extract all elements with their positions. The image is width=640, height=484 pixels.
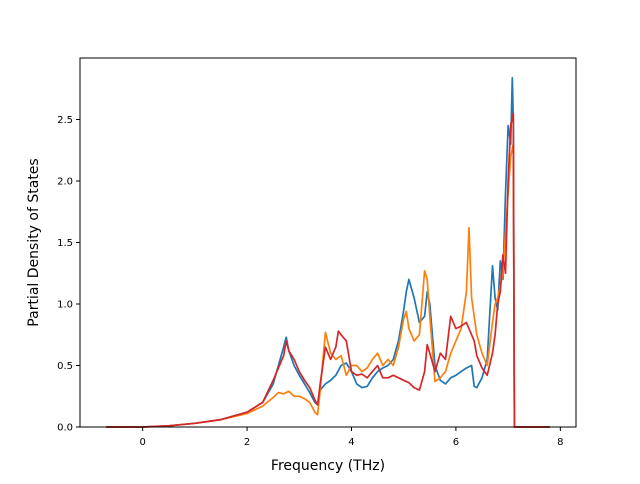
- y-tick-label: 2.5: [57, 115, 73, 126]
- x-tick-label: 0: [139, 437, 145, 448]
- y-axis-label: Partial Density of States: [26, 158, 42, 326]
- y-tick-label: 0.0: [57, 423, 73, 434]
- y-tick-label: 0.5: [57, 361, 73, 372]
- x-tick-label: 4: [348, 437, 354, 448]
- series-line-3: [106, 112, 550, 428]
- y-axis-ticks: 0.0 0.5 1.0 1.5 2.0 2.5: [57, 115, 80, 434]
- x-tick-label: 2: [244, 437, 250, 448]
- x-tick-label: 6: [453, 437, 459, 448]
- x-axis-ticks: 0 2 4 6 8: [139, 427, 564, 448]
- y-tick-label: 1.0: [57, 300, 73, 311]
- x-axis-label: Frequency (THz): [271, 458, 385, 474]
- plot-area-background: [80, 58, 576, 427]
- y-tick-label: 1.5: [57, 238, 73, 249]
- y-tick-label: 2.0: [57, 177, 73, 188]
- x-tick-label: 8: [557, 437, 563, 448]
- series-layer: [106, 76, 550, 428]
- series-line-2: [106, 143, 550, 428]
